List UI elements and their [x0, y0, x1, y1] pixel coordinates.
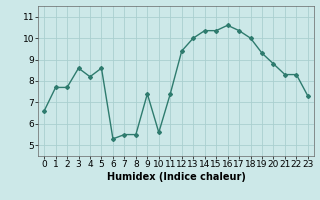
X-axis label: Humidex (Indice chaleur): Humidex (Indice chaleur)	[107, 172, 245, 182]
